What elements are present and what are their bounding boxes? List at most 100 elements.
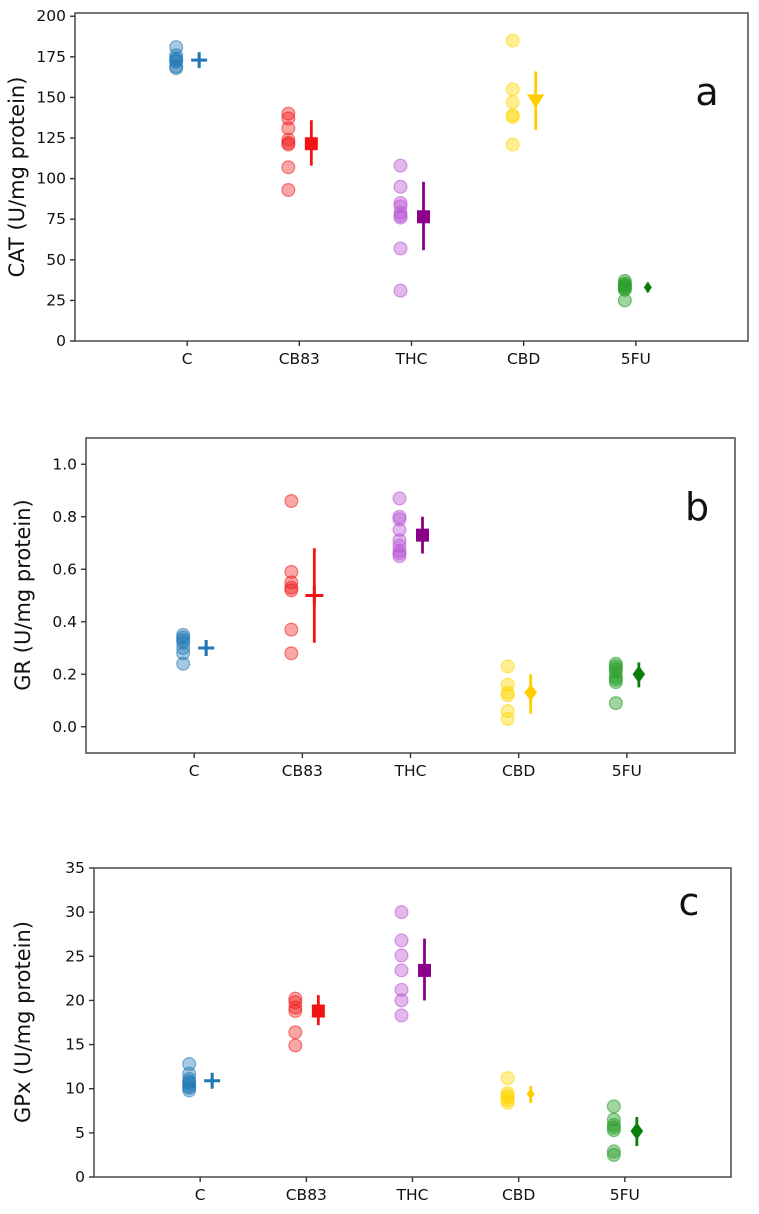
x-tick-label: 5FU <box>621 350 651 368</box>
data-point <box>281 182 296 197</box>
data-point <box>617 282 632 297</box>
x-tick-label: CBD <box>507 350 540 368</box>
mean-marker-square <box>311 1004 325 1018</box>
data-point <box>500 711 515 726</box>
data-point <box>394 905 409 920</box>
data-point <box>500 703 515 718</box>
data-point <box>288 1000 303 1015</box>
data-point <box>394 982 409 997</box>
x-tick-label: CBD <box>502 762 535 780</box>
data-point <box>393 210 408 225</box>
panel-c-plot-area: 0 5 10 15 20 25 30 35 C CB83 THC CBD 5FU <box>65 859 732 1204</box>
data-point <box>288 1004 303 1019</box>
data-point <box>392 522 407 537</box>
mean-marker-diamond <box>632 665 646 683</box>
y-tick-label: 175 <box>36 48 66 66</box>
data-point <box>617 293 632 308</box>
data-point <box>284 622 299 637</box>
y-tick-label: 125 <box>36 129 66 147</box>
data-point <box>394 948 409 963</box>
data-point <box>505 82 520 97</box>
x-tick-label: C <box>189 762 200 780</box>
mean-marker-plus <box>305 586 324 605</box>
y-tick-label: 35 <box>65 859 85 877</box>
panel-b-plot-area: 0.0 0.2 0.4 0.6 0.8 1.0 C CB83 THC CBD 5FU <box>52 437 736 780</box>
y-tick-label: 50 <box>46 251 66 269</box>
data-point <box>500 688 515 703</box>
data-point <box>505 95 520 110</box>
x-tick-label: 5FU <box>612 762 642 780</box>
data-point <box>394 993 409 1008</box>
axes-box <box>85 437 736 754</box>
x-tick-label: CB83 <box>279 350 320 368</box>
data-point <box>288 1038 303 1053</box>
data-point <box>284 583 299 598</box>
mean-marker-diamond <box>526 1088 535 1100</box>
data-point <box>392 549 407 564</box>
y-tick-label: 15 <box>65 1036 85 1054</box>
data-point <box>281 132 296 147</box>
data-point <box>393 241 408 256</box>
x-tick-label: CB83 <box>286 1186 327 1204</box>
y-tick-label: 30 <box>65 903 85 921</box>
x-tick-label: C <box>195 1186 206 1204</box>
y-tick-label: 75 <box>46 210 66 228</box>
panel-c-letter: c <box>679 880 700 924</box>
x-tick-label: C <box>182 350 193 368</box>
data-point <box>393 283 408 298</box>
data-point <box>284 646 299 661</box>
data-point <box>608 675 623 690</box>
y-tick-label: 10 <box>65 1080 85 1098</box>
x-tick-label: CBD <box>502 1186 535 1204</box>
y-tick-label: 0 <box>56 332 66 350</box>
mean-marker-square <box>416 528 429 542</box>
data-point <box>606 1112 621 1127</box>
y-tick-label: 25 <box>65 947 85 965</box>
data-point <box>393 205 408 220</box>
data-point <box>284 564 299 579</box>
data-point <box>182 1056 197 1071</box>
data-point <box>182 1083 197 1098</box>
mean-marker-diamond <box>643 281 652 293</box>
data-point <box>392 491 407 506</box>
data-point <box>394 933 409 948</box>
x-tick-label: THC <box>395 350 428 368</box>
x-tick-label: THC <box>394 762 427 780</box>
mean-marker-square <box>418 963 431 977</box>
data-point <box>505 137 520 152</box>
mean-marker-plus <box>198 640 215 656</box>
panel-a-letter: a <box>695 70 718 114</box>
data-point <box>394 1008 409 1023</box>
data-point <box>176 640 191 655</box>
mean-marker-plus <box>191 52 208 69</box>
data-point <box>606 1123 621 1138</box>
data-point <box>169 61 184 76</box>
data-point <box>284 575 299 590</box>
data-point <box>288 1025 303 1040</box>
data-point <box>505 109 520 124</box>
y-tick-label: 20 <box>65 991 85 1009</box>
panel-b-letter: b <box>685 485 709 529</box>
mean-marker-square <box>417 210 430 224</box>
data-point <box>394 963 409 978</box>
data-point <box>608 696 623 711</box>
data-point <box>281 137 296 152</box>
panel-b-ylabel: GR (U/mg protein) <box>11 499 35 690</box>
data-point <box>281 160 296 175</box>
data-point <box>281 121 296 136</box>
y-tick-label: 0.4 <box>52 613 77 631</box>
mean-marker-square <box>304 137 318 151</box>
x-tick-label: THC <box>396 1186 429 1204</box>
y-tick-label: 0.6 <box>52 560 77 578</box>
data-point <box>176 656 191 671</box>
y-tick-label: 0 <box>75 1168 85 1186</box>
y-tick-label: 1.0 <box>52 455 77 473</box>
data-point <box>392 538 407 553</box>
y-tick-label: 5 <box>75 1124 85 1142</box>
mean-marker-plus <box>204 1072 221 1089</box>
y-tick-label: 0.8 <box>52 508 77 526</box>
data-point <box>393 158 408 173</box>
data-point <box>281 106 296 121</box>
